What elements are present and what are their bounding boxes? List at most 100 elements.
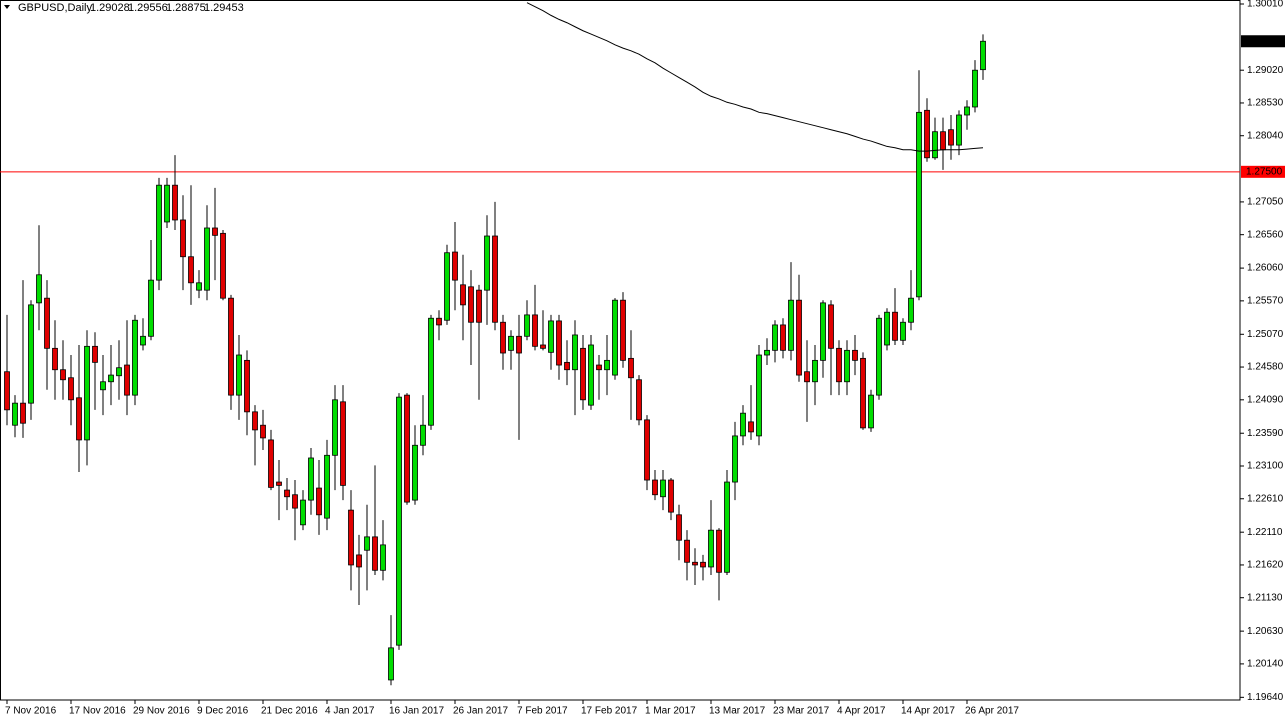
candle-body — [12, 402, 18, 426]
candle-body — [748, 421, 754, 433]
candle-body — [556, 320, 562, 366]
candle-body — [772, 324, 778, 351]
candle-body — [308, 457, 314, 501]
candle-body — [228, 297, 234, 396]
candle-body — [220, 232, 226, 299]
y-tick-label: 1.27050 — [1247, 197, 1284, 208]
candle-body — [508, 335, 514, 351]
x-tick-label: 9 Dec 2016 — [197, 706, 249, 717]
candle-body — [676, 514, 682, 541]
last-price-label: 1.29453 — [1246, 36, 1283, 47]
x-tick-label: 17 Feb 2017 — [581, 706, 638, 717]
candle-body — [892, 311, 898, 341]
candle-body — [204, 227, 210, 291]
x-tick-label: 17 Nov 2016 — [69, 706, 126, 717]
candle-body — [964, 106, 970, 116]
candle-body — [660, 479, 666, 498]
y-tick-label: 1.20630 — [1247, 626, 1284, 637]
candle-body — [492, 235, 498, 323]
candle-body — [236, 354, 242, 396]
candle-body — [332, 399, 338, 456]
candle-body — [324, 454, 330, 519]
candle-body — [980, 40, 986, 71]
candle-body — [820, 302, 826, 361]
y-tick-label: 1.24090 — [1247, 394, 1284, 405]
candle-body — [20, 402, 26, 424]
candle-body — [812, 359, 818, 383]
y-tick-label: 1.24580 — [1247, 362, 1284, 373]
candle-body — [860, 357, 866, 429]
candle-body — [396, 396, 402, 646]
y-tick-label: 1.22110 — [1247, 527, 1283, 538]
candle-body — [124, 364, 130, 396]
candle-body — [572, 334, 578, 371]
candle-body — [428, 317, 434, 426]
candle-body — [900, 321, 906, 341]
candle-body — [276, 481, 282, 486]
candle-body — [196, 282, 202, 291]
x-tick-label: 7 Feb 2017 — [517, 706, 568, 717]
candle-body — [284, 489, 290, 498]
candle-body — [956, 114, 962, 146]
candle-body — [476, 289, 482, 323]
candle-body — [500, 321, 506, 354]
x-tick-label: 26 Jan 2017 — [453, 706, 508, 717]
x-tick-label: 14 Apr 2017 — [901, 706, 955, 717]
candle-body — [140, 335, 146, 346]
candle-body — [268, 439, 274, 488]
candle-body — [316, 487, 322, 516]
y-tick-label: 1.20140 — [1247, 659, 1284, 670]
candle-body — [828, 304, 834, 349]
x-tick-label: 13 Mar 2017 — [709, 706, 766, 717]
candle-body — [52, 347, 58, 371]
candle-body — [4, 371, 10, 411]
last-high: 1.29556 — [128, 2, 168, 14]
candle-body — [780, 324, 786, 351]
menu-arrow[interactable] — [4, 5, 10, 9]
candle-body — [212, 227, 218, 236]
y-tick-label: 1.30010 — [1247, 0, 1284, 10]
candle-body — [916, 111, 922, 298]
last-low: 1.28875 — [166, 2, 206, 14]
level-price-label: 1.27500 — [1246, 166, 1283, 177]
candle-body — [620, 299, 626, 361]
candle-body — [244, 359, 250, 413]
candle-body — [788, 299, 794, 351]
y-tick-label: 1.21130 — [1247, 592, 1283, 603]
candle-body — [868, 394, 874, 429]
candle-body — [188, 256, 194, 284]
candle-body — [68, 377, 74, 401]
candle-body — [340, 401, 346, 486]
candle-body — [92, 345, 98, 363]
candle-body — [532, 314, 538, 347]
candle-body — [484, 235, 490, 291]
candle-body — [588, 344, 594, 406]
y-tick-label: 1.23590 — [1247, 428, 1284, 439]
x-tick-label: 1 Mar 2017 — [645, 706, 696, 717]
y-tick-label: 1.23100 — [1247, 461, 1284, 472]
candle-body — [300, 499, 306, 526]
chart-title: GBPUSD,Daily — [18, 2, 92, 14]
y-tick-label: 1.19640 — [1247, 692, 1284, 703]
candle-body — [404, 394, 410, 503]
candle-body — [116, 367, 122, 377]
candle-body — [468, 286, 474, 323]
x-tick-label: 23 Mar 2017 — [773, 706, 830, 717]
candle-body — [636, 379, 642, 421]
y-tick-label: 1.26560 — [1247, 229, 1284, 240]
candle-body — [172, 184, 178, 221]
x-tick-label: 7 Nov 2016 — [5, 706, 57, 717]
y-tick-label: 1.25070 — [1247, 329, 1284, 340]
candle-body — [836, 347, 842, 383]
last-open: 1.29028 — [90, 2, 130, 14]
candle-body — [524, 314, 530, 337]
moving-average — [526, 2, 984, 152]
candle-body — [84, 345, 90, 441]
candle-body — [156, 184, 162, 281]
y-tick-label: 1.28040 — [1247, 130, 1284, 141]
candle-body — [380, 544, 386, 571]
x-tick-label: 4 Apr 2017 — [837, 706, 886, 717]
candle-body — [692, 561, 698, 566]
